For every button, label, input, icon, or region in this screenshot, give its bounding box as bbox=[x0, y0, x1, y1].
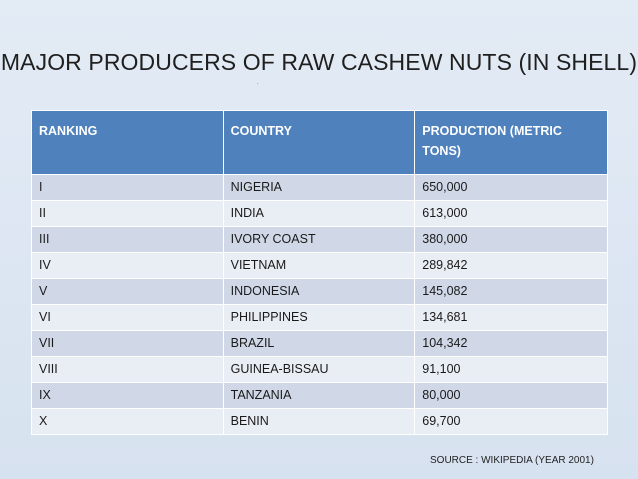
cell-production: 80,000 bbox=[414, 382, 608, 409]
table-row: VIII GUINEA-BISSAU 91,100 bbox=[31, 356, 608, 383]
header-ranking: RANKING bbox=[31, 110, 224, 175]
source-note: SOURCE : WIKIPEDIA (YEAR 2001) bbox=[430, 455, 594, 466]
cell-ranking: X bbox=[31, 408, 224, 435]
cell-ranking: I bbox=[31, 174, 224, 201]
cell-country: PHILIPPINES bbox=[222, 304, 416, 331]
table-row: IV VIETNAM 289,842 bbox=[31, 252, 608, 279]
cell-ranking: VIII bbox=[31, 356, 224, 383]
cell-production: 650,000 bbox=[414, 174, 608, 201]
table-row: II INDIA 613,000 bbox=[31, 200, 608, 227]
table-row: I NIGERIA 650,000 bbox=[31, 174, 608, 201]
cell-ranking: IV bbox=[31, 252, 224, 279]
cell-country: TANZANIA bbox=[222, 382, 416, 409]
table-row: V INDONESIA 145,082 bbox=[31, 278, 608, 305]
header-country: COUNTRY bbox=[222, 110, 416, 175]
table-row: X BENIN 69,700 bbox=[31, 408, 608, 435]
cell-production: 145,082 bbox=[414, 278, 608, 305]
cell-production: 104,342 bbox=[414, 330, 608, 357]
table-row: VII BRAZIL 104,342 bbox=[31, 330, 608, 357]
cell-ranking: VII bbox=[31, 330, 224, 357]
cell-production: 134,681 bbox=[414, 304, 608, 331]
cell-country: IVORY COAST bbox=[222, 226, 416, 253]
cell-ranking: V bbox=[31, 278, 224, 305]
cell-country: INDIA bbox=[222, 200, 416, 227]
cell-production: 380,000 bbox=[414, 226, 608, 253]
cell-ranking: II bbox=[31, 200, 224, 227]
table-header-row: RANKING COUNTRY PRODUCTION (METRIC TONS) bbox=[31, 110, 608, 175]
cell-country: INDONESIA bbox=[222, 278, 416, 305]
slide-title: MAJOR PRODUCERS OF RAW CASHEW NUTS (IN S… bbox=[0, 49, 638, 75]
cell-production: 69,700 bbox=[414, 408, 608, 435]
cell-country: NIGERIA bbox=[222, 174, 416, 201]
cell-production: 613,000 bbox=[414, 200, 608, 227]
producers-table: RANKING COUNTRY PRODUCTION (METRIC TONS)… bbox=[31, 110, 608, 435]
cell-country: BENIN bbox=[222, 408, 416, 435]
cell-country: VIETNAM bbox=[222, 252, 416, 279]
header-production: PRODUCTION (METRIC TONS) bbox=[414, 110, 608, 175]
cell-country: GUINEA-BISSAU bbox=[222, 356, 416, 383]
table-row: III IVORY COAST 380,000 bbox=[31, 226, 608, 253]
cell-production: 91,100 bbox=[414, 356, 608, 383]
cell-ranking: III bbox=[31, 226, 224, 253]
cell-production: 289,842 bbox=[414, 252, 608, 279]
table-row: IX TANZANIA 80,000 bbox=[31, 382, 608, 409]
cell-ranking: VI bbox=[31, 304, 224, 331]
cell-country: BRAZIL bbox=[222, 330, 416, 357]
title-marker: . bbox=[257, 80, 259, 86]
cell-ranking: IX bbox=[31, 382, 224, 409]
table-row: VI PHILIPPINES 134,681 bbox=[31, 304, 608, 331]
